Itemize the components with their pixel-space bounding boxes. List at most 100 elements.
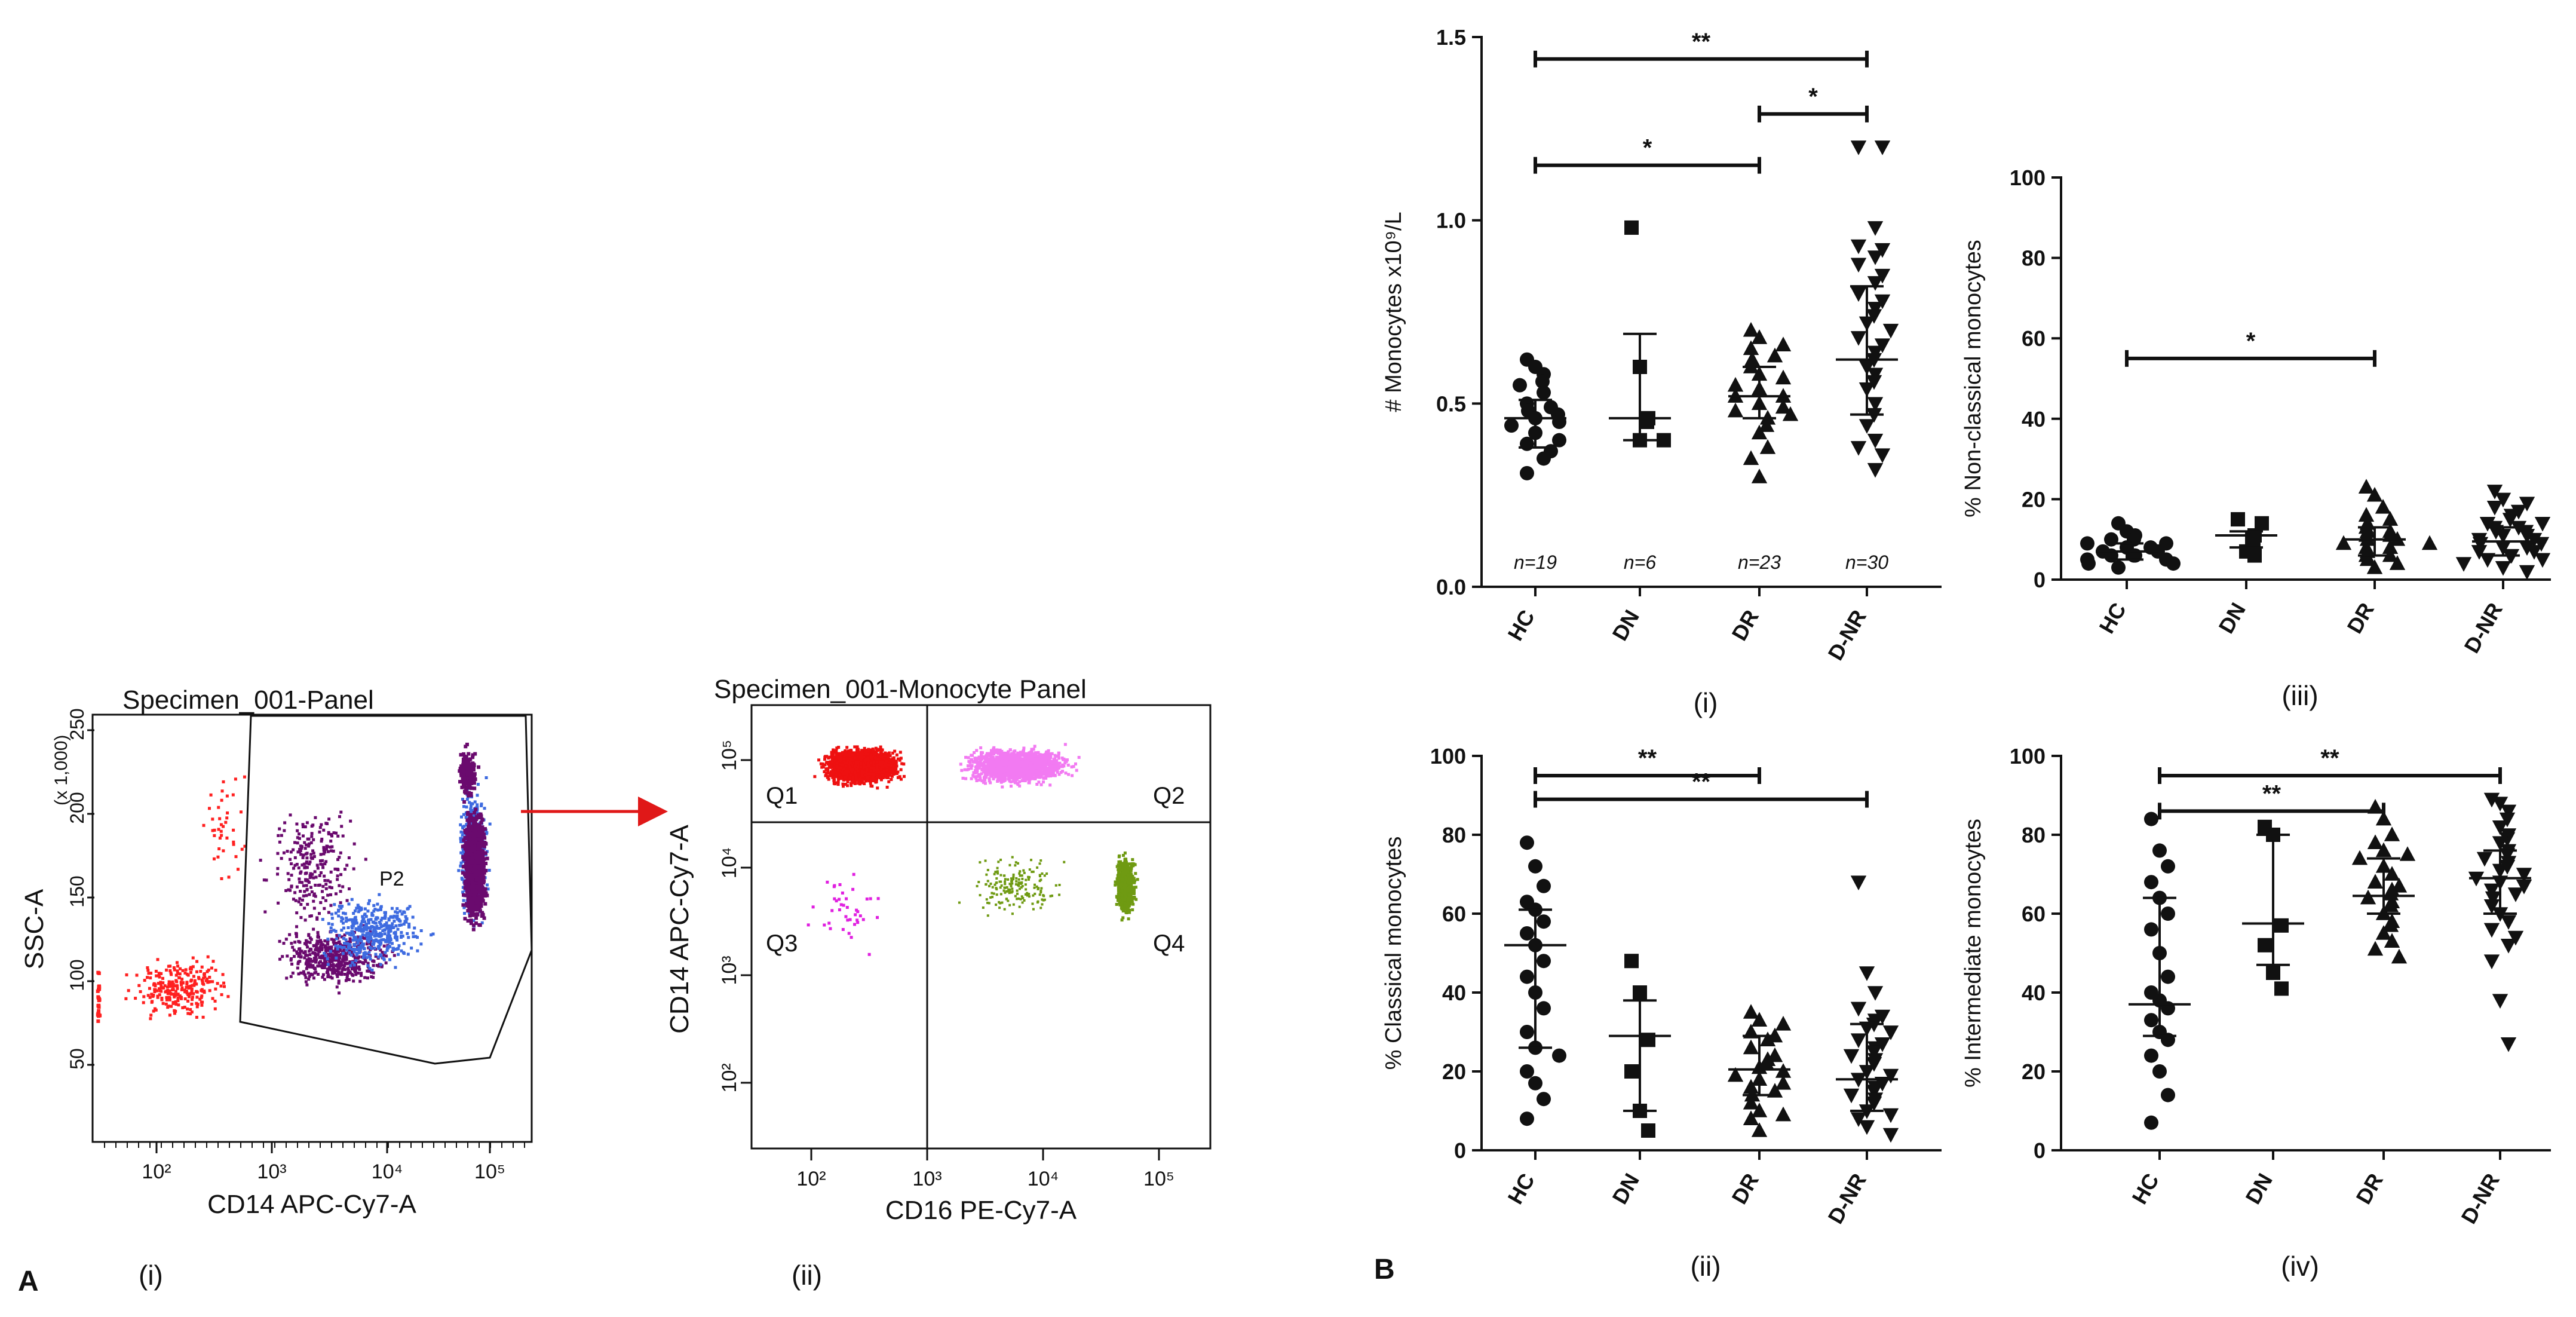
- event-dot-blue: [400, 912, 404, 916]
- event-dot-red: [220, 834, 223, 837]
- event-dot-purple: [474, 855, 479, 859]
- event-dot-red: [208, 975, 211, 979]
- event-dot-blue: [359, 948, 363, 951]
- event-dot-purple: [480, 849, 484, 853]
- event-dot-purple: [474, 807, 478, 811]
- event-dot-purple: [309, 973, 313, 976]
- event-dot-purple: [358, 979, 362, 983]
- event-dot-blue: [367, 899, 371, 902]
- event-dot-blue: [354, 909, 357, 912]
- event-dot-blue: [461, 860, 465, 863]
- event-dot-blue: [375, 924, 379, 928]
- event-dot-purple: [283, 821, 287, 825]
- event-dot-purple: [295, 952, 299, 955]
- event-dot-purple: [466, 896, 470, 901]
- event-dot-blue: [387, 917, 391, 921]
- event-dot-purple: [329, 832, 333, 836]
- event-dot-purple: [303, 906, 306, 910]
- event-dot-purple: [479, 892, 483, 896]
- event-dot-red: [174, 1000, 177, 1004]
- event-dot-purple: [323, 874, 326, 878]
- event-dot-red: [219, 823, 223, 826]
- event-dot-blue: [395, 936, 398, 940]
- event-dot-purple: [348, 937, 352, 941]
- event-dot-purple: [324, 950, 328, 953]
- event-dot-purple: [465, 903, 469, 908]
- event-dot-blue: [361, 915, 364, 918]
- event-dot-purple: [276, 852, 280, 855]
- event-dot-blue: [464, 816, 468, 819]
- event-dot-purple: [462, 856, 467, 860]
- event-dot-red: [195, 996, 199, 999]
- event-dot-blue: [367, 936, 370, 940]
- event-dot-purple: [356, 957, 360, 960]
- event-dot-purple: [339, 952, 343, 956]
- event-dot-purple: [473, 861, 477, 865]
- event-dot-blue: [351, 938, 355, 942]
- event-dot-red: [202, 982, 206, 986]
- event-dot-purple: [476, 825, 480, 829]
- event-dot-purple: [479, 904, 483, 908]
- event-dot-blue: [373, 947, 376, 950]
- event-dot-blue: [337, 914, 341, 918]
- event-dot-red: [836, 783, 840, 786]
- event-dot-blue: [390, 926, 393, 929]
- event-dot-purple: [483, 902, 487, 906]
- event-dot-blue: [387, 939, 391, 942]
- event-dot-red: [191, 998, 194, 1001]
- event-dot-purple: [463, 886, 467, 890]
- event-dot-red: [183, 990, 187, 994]
- event-dot-blue: [342, 937, 345, 941]
- event-dot-purple: [312, 976, 315, 980]
- event-dot-red: [171, 1001, 175, 1004]
- event-dot-blue: [396, 927, 400, 931]
- event-dot-purple: [477, 837, 482, 841]
- event-dot-purple: [462, 782, 467, 786]
- event-dot-purple: [479, 820, 483, 825]
- event-dot-purple: [303, 841, 306, 844]
- event-dot-purple: [472, 764, 476, 768]
- event-dot-purple: [286, 872, 290, 875]
- event-dot-purple: [302, 951, 305, 955]
- event-dot-blue: [401, 935, 404, 938]
- event-dot-purple: [351, 973, 355, 977]
- event-dot-red: [234, 777, 237, 781]
- event-dot-blue: [363, 927, 366, 931]
- event-dot-purple: [480, 817, 484, 822]
- event-dot-purple: [287, 878, 291, 881]
- event-dot-blue: [379, 922, 382, 926]
- event-dot-blue: [346, 926, 350, 929]
- event-dot-red: [184, 968, 188, 972]
- event-dot-red: [226, 811, 229, 814]
- event-dot-red: [180, 997, 183, 1000]
- event-dot-red: [900, 762, 904, 765]
- event-dot-purple: [468, 897, 473, 901]
- event-dot-blue: [357, 910, 360, 914]
- event-dot-purple: [468, 903, 473, 908]
- event-dot-blue: [338, 934, 341, 938]
- event-dot-purple: [471, 903, 475, 907]
- event-dot-purple: [467, 869, 471, 873]
- event-dot-purple: [339, 901, 342, 905]
- event-dot-red: [185, 972, 189, 976]
- event-dot-red: [200, 1000, 203, 1004]
- event-dot-purple: [355, 938, 359, 941]
- event-dot-purple: [471, 832, 476, 836]
- event-dot-red: [149, 1013, 153, 1017]
- event-dot-red: [204, 979, 208, 982]
- event-dot-purple: [354, 969, 357, 972]
- event-dot-purple: [352, 966, 356, 970]
- event-dot-blue: [394, 933, 397, 936]
- event-dot-purple: [306, 962, 310, 966]
- event-dot-red: [192, 982, 196, 986]
- event-dot-red: [142, 1001, 145, 1004]
- event-dot-purple: [321, 975, 324, 979]
- flow-i-xlabel: CD14 APC-Cy7-A: [207, 1190, 416, 1219]
- event-dot-red: [217, 805, 220, 809]
- event-dot-blue: [358, 906, 361, 910]
- event-dot-purple: [314, 948, 317, 951]
- flow-i-ytick-label: 250: [66, 708, 88, 740]
- event-dot-purple: [303, 973, 307, 977]
- event-dot-purple: [473, 752, 477, 756]
- event-dot-red: [885, 785, 889, 789]
